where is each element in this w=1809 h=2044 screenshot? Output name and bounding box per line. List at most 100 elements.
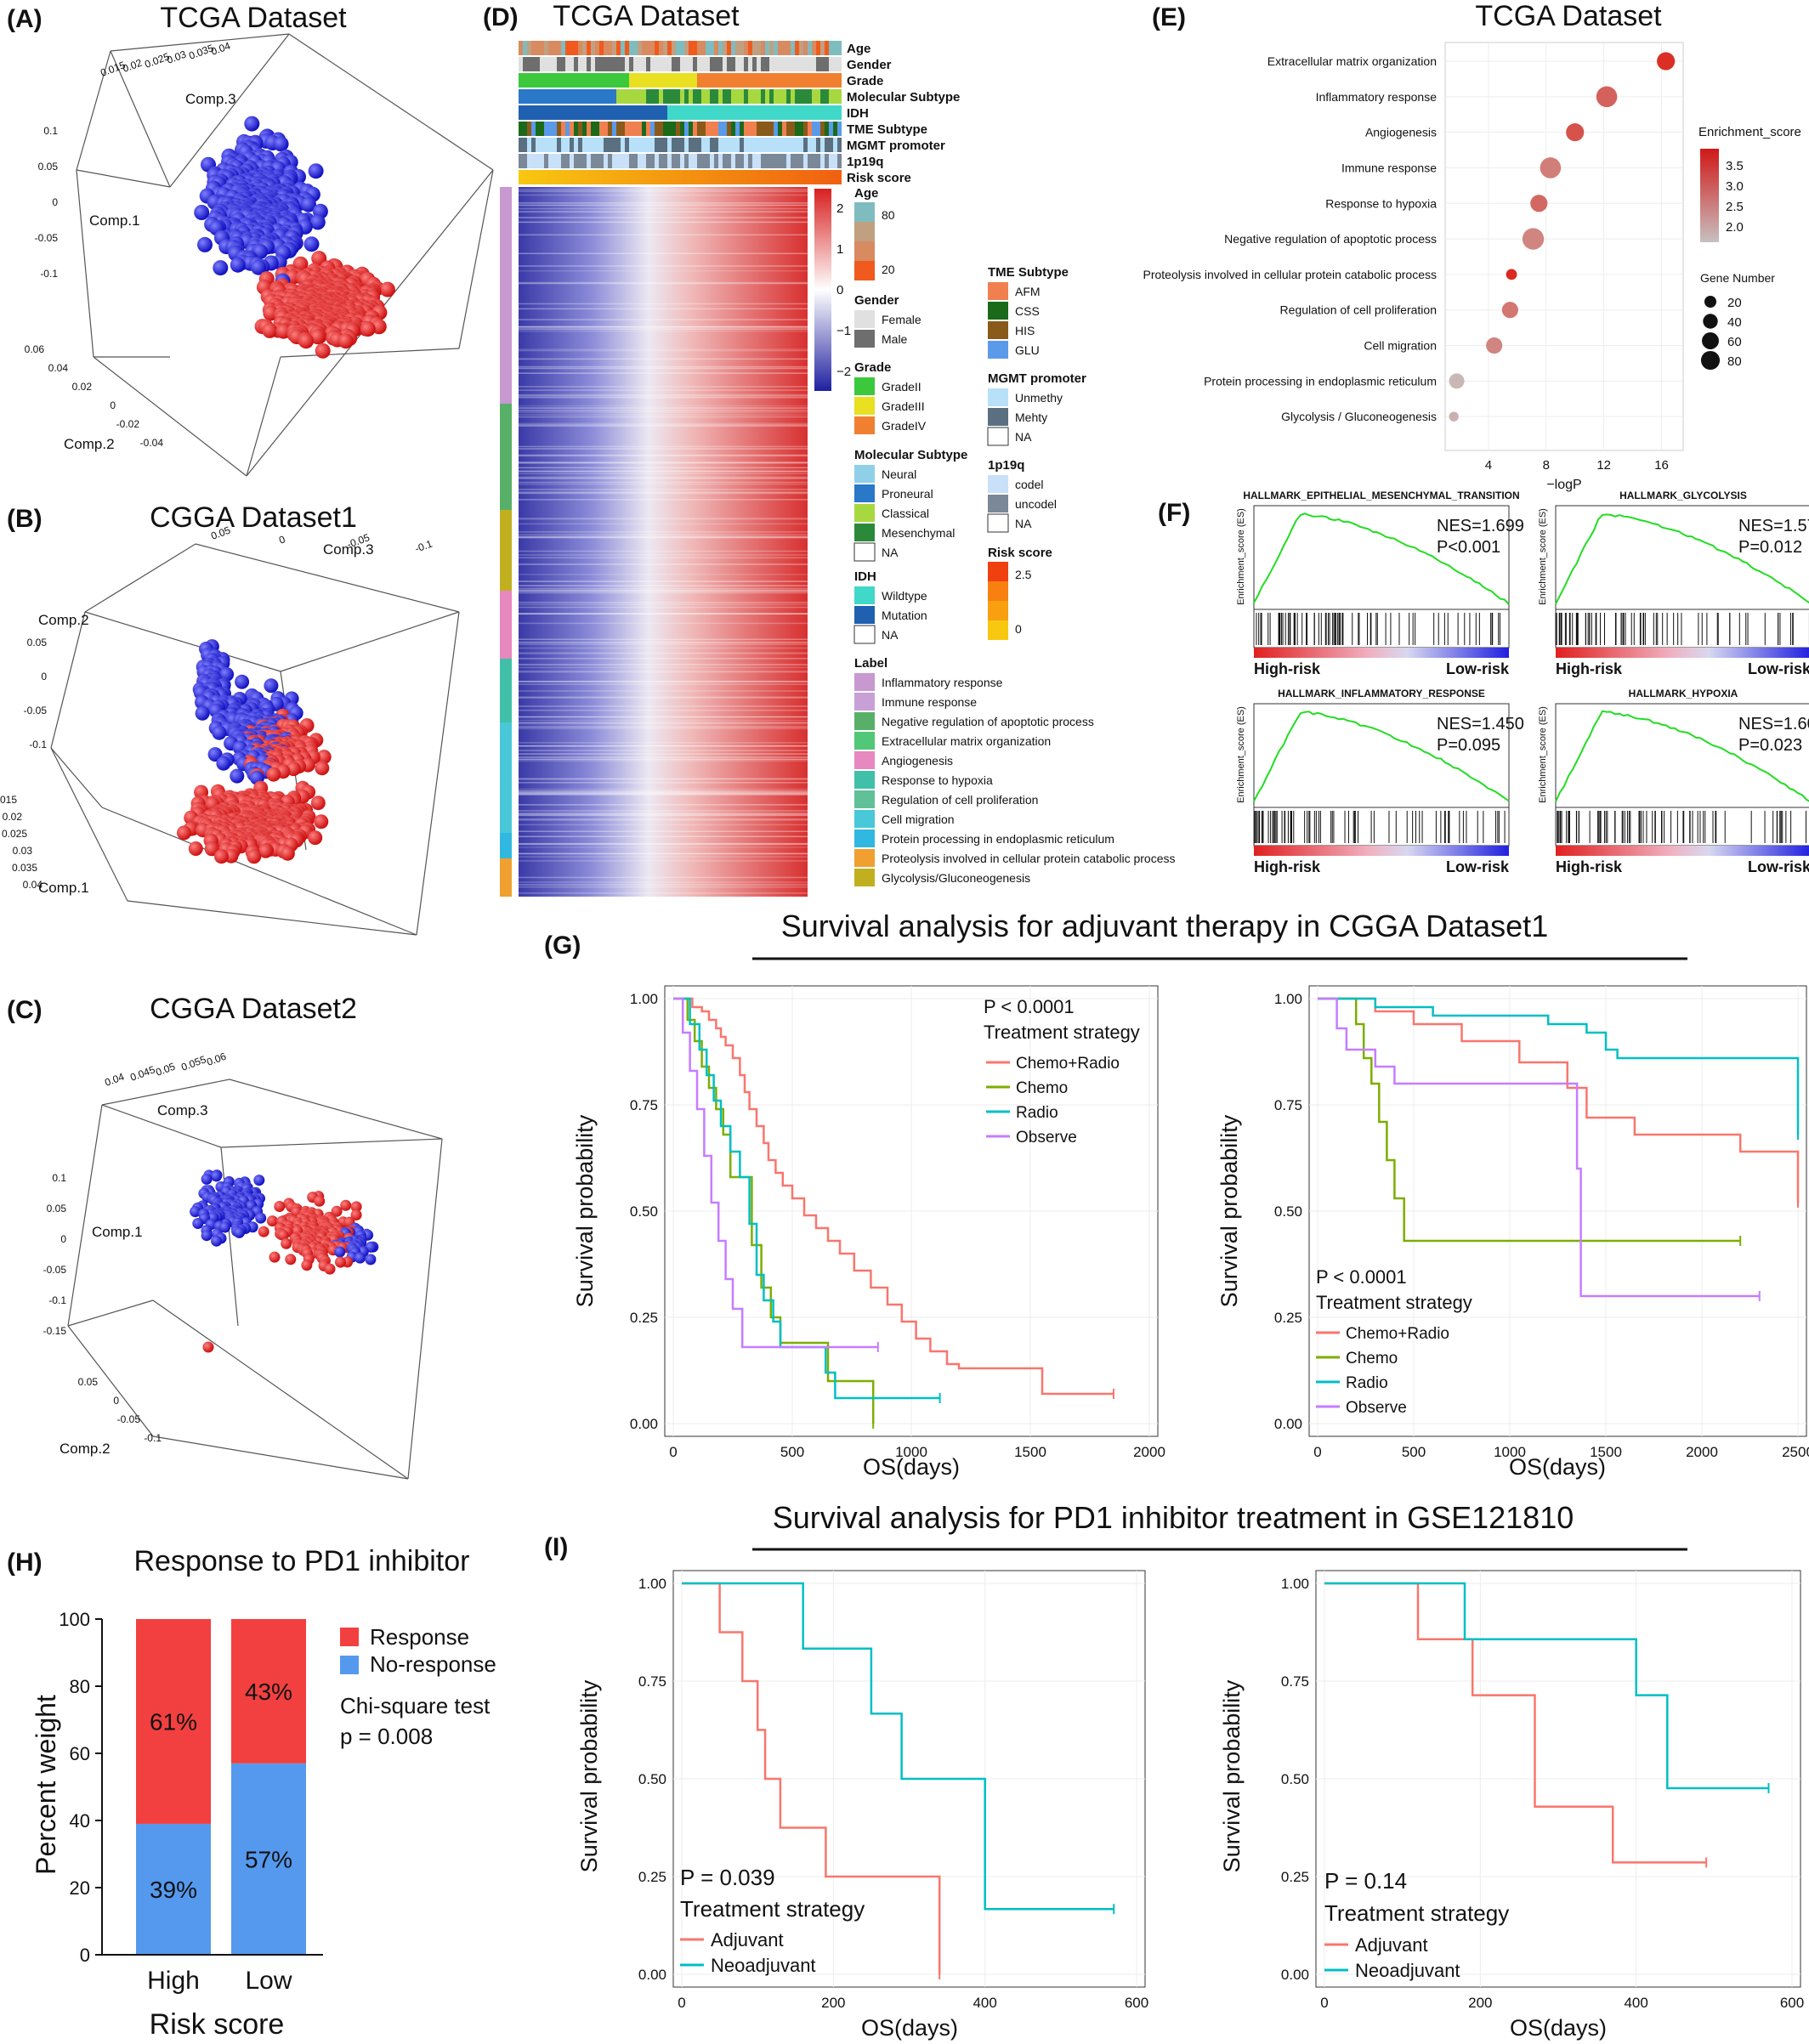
low-risk-label: Low-risk xyxy=(1748,858,1809,875)
point-low-risk xyxy=(194,205,210,220)
annotation-cell xyxy=(553,41,557,55)
heatmap-row xyxy=(519,758,808,761)
heatmap-row xyxy=(519,492,808,495)
plot-area xyxy=(1444,42,1684,451)
annotation-cell xyxy=(667,105,672,120)
annotation-cell xyxy=(786,57,791,71)
annotation-cell xyxy=(795,89,799,104)
annotation-cell xyxy=(727,105,731,120)
annotation-cell xyxy=(752,105,757,120)
annotation-cell xyxy=(727,89,731,104)
annotation-cell xyxy=(638,154,642,168)
annotation-cell xyxy=(680,105,684,120)
point-low-risk xyxy=(195,705,210,721)
x-tick-label: 0 xyxy=(678,1995,685,2011)
heatmap-row xyxy=(519,758,808,761)
annotation-cell xyxy=(582,57,587,71)
legend-swatch xyxy=(988,302,1008,320)
annotation-cell xyxy=(608,105,612,120)
tick-label: 0 xyxy=(110,399,116,411)
annotation-cell xyxy=(565,73,570,88)
x-tick-label: 8 xyxy=(1543,458,1550,473)
annotation-cell xyxy=(706,41,710,55)
annotation-cell xyxy=(748,57,752,71)
annotation-cell xyxy=(561,105,565,120)
y-axis-label: Survival probability xyxy=(572,1114,598,1307)
category-label: Glycolysis / Gluconeogenesis xyxy=(1281,410,1437,423)
annotation-cell xyxy=(625,41,629,55)
annotation-cell xyxy=(723,41,727,55)
tick-label: 0.1 xyxy=(52,1172,66,1184)
annotation-cell xyxy=(680,89,684,104)
annotation-cell xyxy=(565,57,570,71)
annotation-cell xyxy=(587,122,591,136)
annotation-cell xyxy=(808,154,812,168)
heatmap-row xyxy=(519,603,808,606)
tick-label: 0.05 xyxy=(27,637,48,648)
point-high-risk xyxy=(277,1229,289,1241)
annotation-cell xyxy=(697,122,701,136)
heatmap-row xyxy=(519,550,808,552)
heatmap-row xyxy=(519,666,808,669)
annotation-cell xyxy=(718,41,723,55)
annotation-cell xyxy=(655,57,659,71)
annotation-cell xyxy=(540,89,544,104)
annotation-cell xyxy=(731,105,735,120)
heatmap-row xyxy=(519,642,808,643)
high-risk-label: High-risk xyxy=(1254,858,1321,875)
annotation-cell xyxy=(778,138,782,152)
annotation-cell xyxy=(723,122,727,136)
annotation-cell xyxy=(561,73,565,88)
annotation-cell xyxy=(825,57,829,71)
legend-swatch xyxy=(988,581,1008,601)
annotation-cell xyxy=(782,41,786,55)
annotation-cell xyxy=(548,57,553,71)
annotation-cell xyxy=(527,105,531,120)
tick-label: 0.02 xyxy=(72,381,93,393)
annotation-cell xyxy=(829,138,833,152)
p-value: P < 0.0001 xyxy=(1316,1266,1407,1288)
annotation-cell xyxy=(621,138,625,152)
annotation-cell xyxy=(761,138,765,152)
heatmap-row xyxy=(519,876,808,879)
annotation-cell xyxy=(604,57,608,71)
annotation-cell xyxy=(786,41,791,55)
legend-swatch xyxy=(854,790,875,808)
heatmap-row xyxy=(519,445,808,448)
annotation-cell xyxy=(803,57,808,71)
annotation-cell xyxy=(544,41,548,55)
legend-swatch xyxy=(988,282,1008,300)
heatmap-row xyxy=(519,705,808,707)
annotation-cell xyxy=(808,57,812,71)
heatmap-row xyxy=(519,234,808,236)
bubble-point xyxy=(1657,52,1676,71)
heatmap-row xyxy=(519,613,808,614)
annotation-cell xyxy=(833,73,837,88)
legend-swatch xyxy=(988,341,1008,359)
annotation-cell xyxy=(825,138,829,152)
cube-edge xyxy=(101,1104,222,1148)
heatmap-row xyxy=(519,788,808,790)
annotation-cell xyxy=(570,122,574,136)
annotation-cell xyxy=(650,73,655,88)
annotation-cell xyxy=(812,154,816,168)
tick-label: 0.05 xyxy=(47,1203,67,1215)
point-low-risk xyxy=(264,678,279,694)
annotation-cell xyxy=(633,122,638,136)
legend-title: 1p19q xyxy=(988,458,1024,473)
annotation-cell xyxy=(735,138,740,152)
cube-edge xyxy=(93,356,247,477)
annotation-cell xyxy=(727,41,731,55)
annotation-cell xyxy=(650,138,655,152)
heatmap-row xyxy=(519,819,808,821)
annotation-cell xyxy=(808,122,812,136)
annotation-cell xyxy=(693,154,697,168)
annotation-cell xyxy=(718,73,723,88)
annotation-cell xyxy=(825,89,829,104)
annotation-cell xyxy=(718,154,723,168)
annotation-cell xyxy=(638,57,642,71)
annotation-cell xyxy=(629,138,633,152)
annotation-cell xyxy=(689,138,693,152)
annotation-cell xyxy=(527,57,531,71)
bar-Response xyxy=(231,1619,306,1764)
